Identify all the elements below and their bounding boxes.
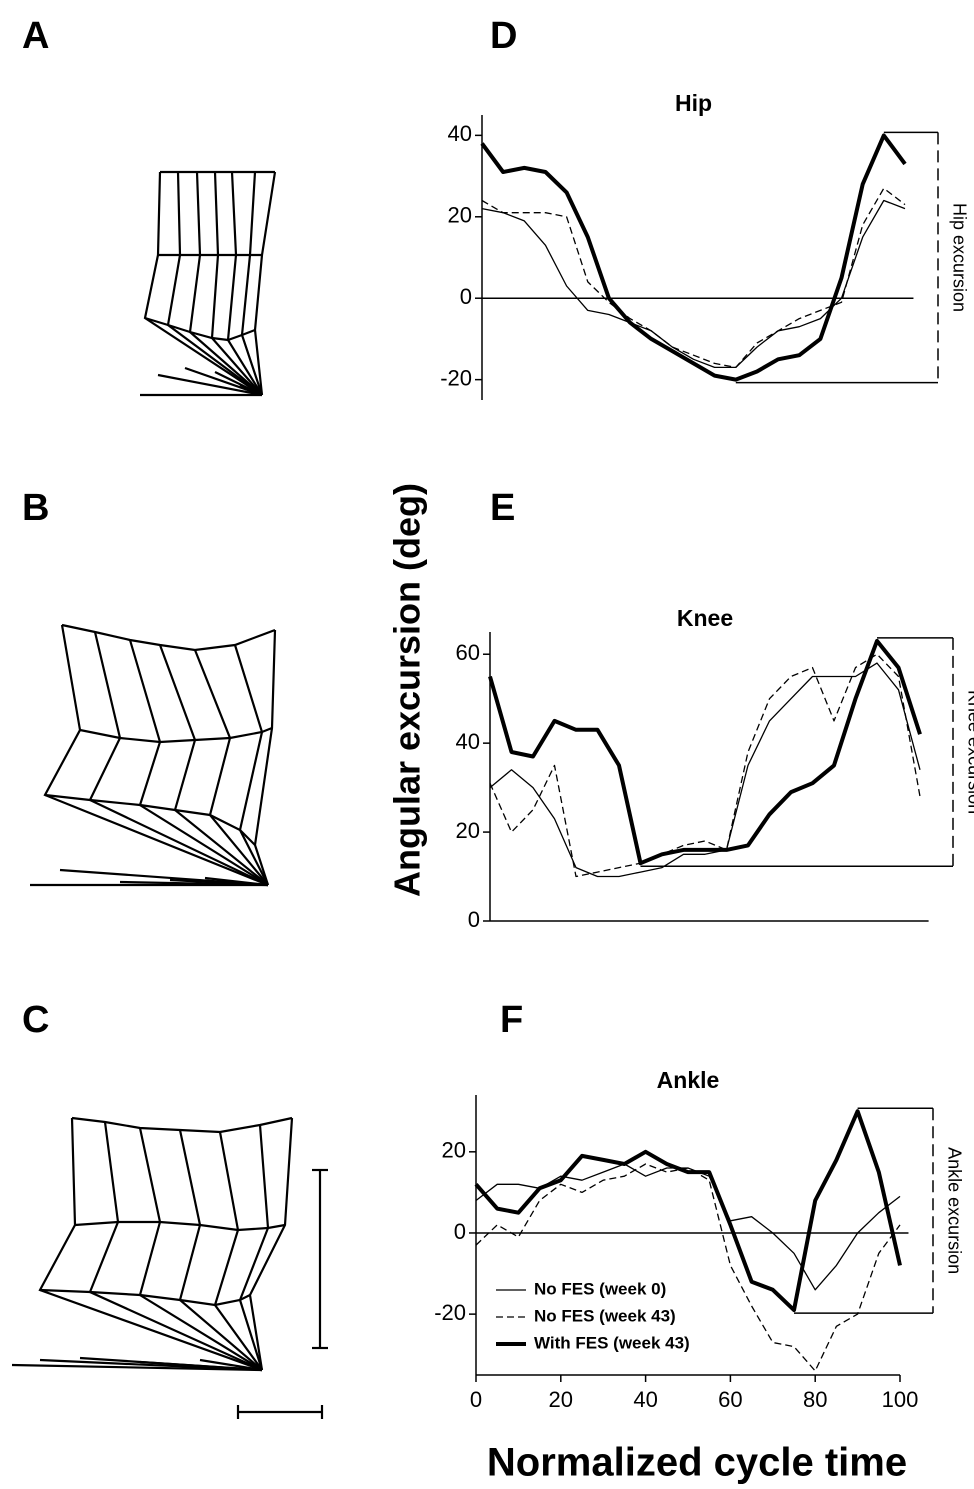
y-tick-label: 60 [456,640,480,665]
stick-line [79,726,273,744]
stick-line [253,629,277,886]
stick-line [138,1127,263,1371]
stick-line [43,624,269,887]
y-tick-label: -20 [440,365,472,390]
stick-line [238,1124,270,1371]
stick-line [233,644,269,886]
stick-line [139,1360,263,1372]
stick-line [253,171,277,396]
legend-label: With FES (week 43) [534,1333,690,1352]
panel-label: F [500,999,523,1041]
series-line [475,1163,901,1291]
stick-line [248,1117,294,1371]
excursion-label: Knee excursion [964,690,974,814]
stick-line [240,171,264,396]
chart-title: Hip [675,90,712,116]
series-line [488,638,922,866]
y-tick-label: -20 [434,1300,466,1325]
x-tick-label: 60 [718,1387,742,1412]
y-tick-label: 0 [468,907,480,932]
stick-line [178,1129,263,1371]
stick-line [199,1358,263,1372]
x-tick-label: 20 [549,1387,573,1412]
stick-line [210,171,263,396]
stick-line [38,1117,263,1372]
stick-line [239,383,263,397]
y-axis-label: Angular excursion (deg) [387,483,428,897]
y-tick-label: 40 [448,121,472,146]
series-line [480,133,907,382]
stick-line [128,639,269,886]
series-line [474,1109,902,1313]
stick-line [193,649,269,886]
series-line [481,187,906,369]
y-tick-label: 0 [454,1219,466,1244]
legend-label: No FES (week 0) [534,1279,666,1298]
legend-label: No FES (week 43) [534,1306,676,1325]
y-tick-label: 20 [456,818,480,843]
stick-line [184,366,263,397]
stick-line [213,1131,263,1371]
x-axis-label: Normalized cycle time [487,1441,907,1485]
stick-line [88,1121,263,1372]
series-line [481,199,906,369]
excursion-label: Hip excursion [949,203,969,312]
x-tick-label: 100 [882,1387,919,1412]
y-tick-label: 20 [448,203,472,228]
stick-line [143,171,263,396]
stick-line [157,373,263,397]
panel-label: A [22,15,49,57]
panel-label: E [490,487,515,529]
stick-line [166,171,263,396]
series-line [489,662,921,878]
stick-figures [11,170,328,1419]
panel-label: C [22,999,49,1041]
excursion-label: Ankle excursion [944,1147,964,1274]
stick-line [61,623,276,652]
y-tick-label: 40 [456,729,480,754]
x-tick-label: 0 [470,1387,482,1412]
stick-line [188,171,263,396]
panel-label: D [490,15,517,57]
stick-line [74,1220,286,1232]
stick-line [226,171,263,396]
series-line [489,653,921,878]
x-tick-label: 80 [803,1387,827,1412]
series-line [475,1163,901,1372]
stick-line [204,876,269,887]
stick-line [158,644,269,886]
panel-label: B [22,487,49,529]
y-tick-label: 0 [460,284,472,309]
chart-title: Ankle [657,1067,720,1093]
stick-line [88,631,269,886]
y-tick-label: 20 [442,1138,466,1163]
x-tick-label: 40 [633,1387,657,1412]
chart-title: Knee [677,605,733,631]
